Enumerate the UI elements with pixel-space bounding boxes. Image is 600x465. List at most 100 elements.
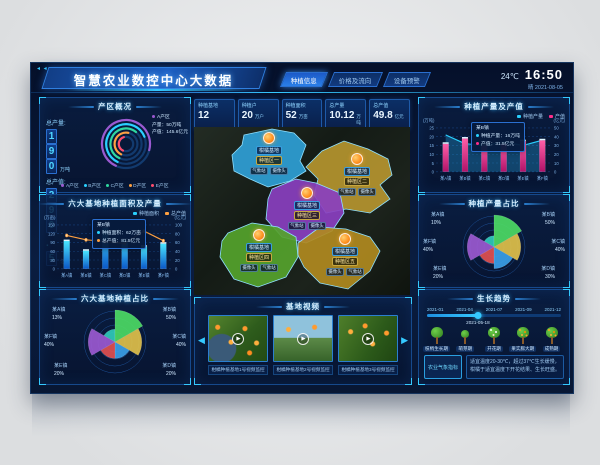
- camera-tag: 摄像头: [239, 263, 258, 272]
- total-output-label: 总产量:: [46, 121, 66, 127]
- y-axis-unit-right: (亿元): [174, 215, 186, 220]
- area-bar-chart: 0 0 5 10 10 20 15 30 20 40 25 50 某A镇 某B镇 某C镇 某D镇 某E镇 某F镇: [429, 125, 559, 183]
- panel-title: 六大基地种植占比: [81, 294, 149, 303]
- y-axis-unit-left: (万亩): [44, 215, 56, 220]
- rose-label: 某C镇 40%: [551, 239, 565, 253]
- video-thumbnail[interactable]: ▶: [338, 315, 398, 362]
- chart-tooltip: 某B镇 种植产量：16万吨 产值：31.5亿元: [471, 122, 525, 153]
- play-icon[interactable]: ▶: [232, 332, 244, 345]
- citrus-icon: [301, 187, 313, 199]
- rose-label: 某F镇 40%: [423, 239, 437, 253]
- camera-tag: 摄像头: [308, 221, 327, 230]
- rose-label: 某E镇 20%: [54, 363, 68, 377]
- svg-text:某C镇: 某C镇: [479, 175, 491, 183]
- weather-station-tag: 气象站: [287, 221, 306, 230]
- overview-legend: A产区 B产区 C产区 D产区 E产区: [42, 182, 188, 189]
- svg-text:40: 40: [554, 134, 559, 139]
- panel-title: 六大基地种植面积及产量: [68, 199, 162, 208]
- tab-planting-info[interactable]: 种植信息: [279, 72, 329, 87]
- weather-station-tag: 气象站: [260, 263, 279, 272]
- svg-text:某D镇: 某D镇: [119, 272, 131, 280]
- rose-label: 某B镇 50%: [541, 212, 555, 226]
- panel-title: 基地视频: [286, 302, 320, 311]
- map-marker-zone2[interactable]: 柑橘基地 种植区二 气象站 摄像头: [328, 153, 386, 196]
- svg-text:某F镇: 某F镇: [158, 272, 169, 280]
- panel-title: 产区概况: [98, 102, 132, 111]
- timeline-current-date: 2021-05-18: [466, 320, 490, 325]
- chart-tooltip: 某B镇 种植面积：62万亩 总产值：81.5亿元: [92, 219, 146, 250]
- timeline-track[interactable]: 2021-05-18: [427, 312, 561, 325]
- panel-yield-value: 种植产量及产值 种植产量 产值 (万吨) (亿元) 0 0 5 10 10 20 15 30 2…: [418, 97, 570, 193]
- stage-item: 果实膨大期: [509, 327, 537, 352]
- y-axis-unit-left: (万吨): [423, 118, 435, 123]
- total-value-label: 总产值:: [46, 180, 66, 186]
- carousel-next-icon[interactable]: ▶: [401, 335, 408, 345]
- map-marker-zone3[interactable]: 柑橘基地 种植区三 气象站 摄像头: [278, 187, 336, 230]
- dashboard: ◂ ◂ ◂ ◂ 智慧农业数控中心大数据 种植信息 价格及流向 设备预警 24℃ …: [30, 62, 574, 394]
- title-accent-line: [65, 89, 250, 91]
- svg-text:0: 0: [432, 169, 435, 174]
- svg-text:20: 20: [429, 134, 434, 139]
- weather-station-tag: 气象站: [249, 166, 268, 175]
- citrus-icon: [253, 229, 265, 241]
- kpi-planting-area: 种植面积 52 万亩: [281, 99, 323, 130]
- svg-text:0: 0: [175, 266, 178, 271]
- svg-text:15: 15: [429, 143, 434, 148]
- chart-legend: 种植产量 产值: [516, 113, 565, 120]
- carousel-prev-icon[interactable]: ◀: [198, 335, 205, 345]
- temperature: 24℃: [500, 72, 519, 81]
- play-icon[interactable]: ▶: [297, 332, 309, 345]
- map-marker-zone4[interactable]: 柑橘基地 种植区四 摄像头 气象站: [230, 229, 288, 272]
- rose-chart: [83, 309, 147, 374]
- svg-text:20: 20: [554, 152, 559, 157]
- header-divider: [31, 92, 573, 93]
- svg-text:20: 20: [175, 257, 180, 262]
- timeline-handle[interactable]: [474, 312, 482, 319]
- citrus-icon: [351, 153, 363, 165]
- growth-note: 适宜温度20-30℃，超过37℃生长缓慢，柑橘于适宜温度下开花结果、生长旺盛。: [466, 355, 564, 379]
- map-marker-zone5[interactable]: 柑橘基地 种植区五 摄像头 气象站: [316, 233, 374, 276]
- video-thumbnail[interactable]: ▶: [273, 315, 333, 362]
- video-item: ▶ 柑橘种植基地2号视频监控: [273, 315, 333, 375]
- video-item: ▶ 柑橘种植基地3号视频监控: [338, 315, 398, 375]
- kpi-grower-count: 种植户 20 万户: [237, 99, 279, 130]
- panel-growth-trend: 生长趋势 2021-01 2021-04 2021-07 2021-09 202…: [418, 289, 570, 385]
- kpi-row: 种植基地 12 种植户 20 万户 种植面积 52 万亩 总产量 10.12 万吨 总产值 49…: [194, 99, 410, 130]
- video-item: ▶ 柑橘种植基地1号视频监控: [208, 315, 268, 375]
- tab-price-flow[interactable]: 价格及流向: [327, 72, 383, 87]
- svg-text:某D镇: 某D镇: [498, 175, 510, 183]
- nav-tabs: 种植信息 价格及流向 设备预警: [279, 72, 431, 87]
- agro-weather-index-button[interactable]: 农业气象指标: [424, 355, 462, 379]
- svg-text:某E镇: 某E镇: [517, 175, 529, 183]
- svg-text:120: 120: [48, 231, 55, 236]
- panel-base-area-output: 六大基地种植面积及产量 种植面积 总产值 (万亩) (亿元) 0 0 30 20 60 4…: [38, 194, 192, 288]
- y-axis-unit-right: (亿元): [553, 118, 565, 123]
- date: 2021-08-05: [534, 85, 563, 91]
- svg-text:某B镇: 某B镇: [459, 175, 471, 183]
- svg-text:150: 150: [48, 222, 55, 227]
- stage-item: 开花期: [481, 327, 508, 352]
- svg-text:某C镇: 某C镇: [100, 272, 112, 280]
- play-icon[interactable]: ▶: [362, 332, 374, 345]
- map-marker-zone1[interactable]: 柑橘基地 种植区一 气象站 摄像头: [240, 132, 298, 175]
- svg-text:某E镇: 某E镇: [138, 272, 150, 280]
- video-thumbnail[interactable]: ▶: [208, 315, 268, 362]
- svg-text:某B镇: 某B镇: [80, 272, 92, 280]
- camera-tag: 摄像头: [358, 187, 377, 196]
- svg-text:60: 60: [175, 240, 180, 245]
- time: 16:50: [524, 67, 563, 82]
- citrus-icon: [339, 233, 351, 245]
- svg-text:50: 50: [554, 125, 559, 130]
- tree-icon: [429, 327, 445, 344]
- monitor-reflection: [32, 393, 570, 437]
- panel-title: 生长趋势: [477, 294, 511, 303]
- camera-tag: 摄像头: [270, 166, 289, 175]
- rose-label: 某A镇 13%: [52, 307, 66, 321]
- svg-text:30: 30: [50, 257, 55, 262]
- panel-base-video: 基地视频 ◀ ▶ ▶ 柑橘种植基地1号视频监控 ▶ 柑橘种植基地2号视频监控 ▶…: [194, 297, 412, 385]
- tooltip-dot: [152, 115, 155, 118]
- tab-device-alert[interactable]: 设备预警: [382, 72, 431, 87]
- weather-station-tag: 气象站: [346, 267, 365, 276]
- rose-label: 某D镇 20%: [162, 363, 176, 377]
